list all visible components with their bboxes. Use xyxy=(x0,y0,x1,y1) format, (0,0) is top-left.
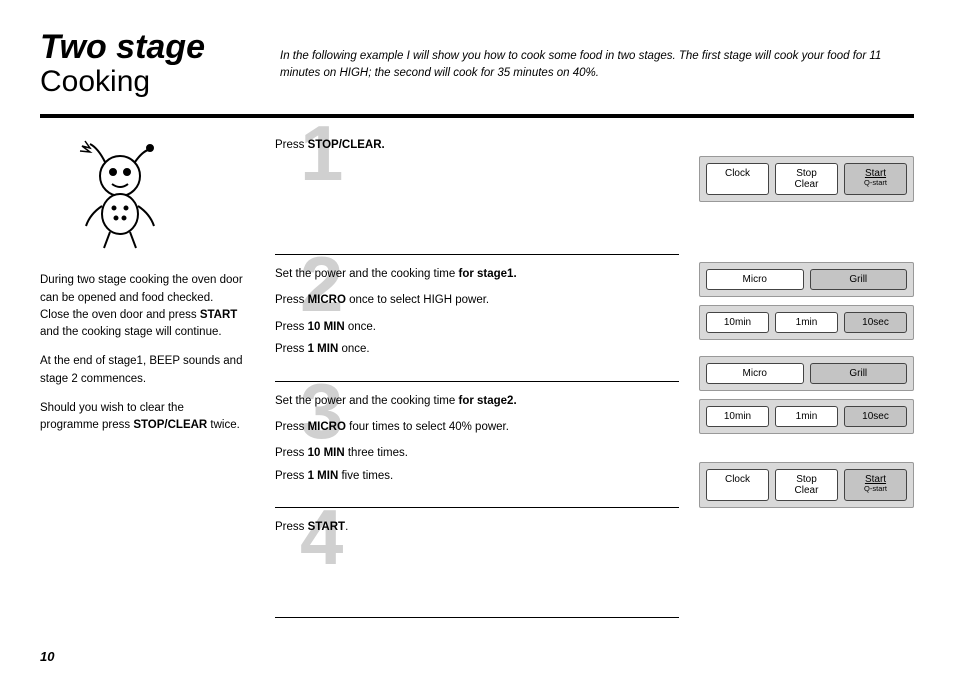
panel-step4: Clock StopClear StartQ-start xyxy=(699,462,914,508)
step-3: 3 Set the power and the cooking time for… xyxy=(275,381,679,508)
start-button[interactable]: StartQ-start xyxy=(844,163,907,195)
micro-button[interactable]: Micro xyxy=(706,363,804,384)
panel-step1: Clock StopClear StartQ-start xyxy=(699,156,914,202)
page-title: Two stage Cooking xyxy=(40,30,240,100)
bottom-rule xyxy=(275,617,679,618)
sidebar: During two stage cooking the oven door c… xyxy=(40,136,245,618)
mascot-icon xyxy=(60,136,180,256)
panel-step2: Micro Grill 10min 1min 10sec xyxy=(699,262,914,340)
panels-column: Clock StopClear StartQ-start Micro Grill… xyxy=(699,136,914,618)
header-rule xyxy=(40,114,914,118)
step-4: 4 Press START. xyxy=(275,507,679,567)
stop-clear-button[interactable]: StopClear xyxy=(775,469,838,501)
step-number: 4 xyxy=(300,498,343,576)
1min-button[interactable]: 1min xyxy=(775,312,838,333)
10min-button[interactable]: 10min xyxy=(706,406,769,427)
step-1: 1 Press STOP/CLEAR. xyxy=(275,136,679,196)
10sec-button[interactable]: 10sec xyxy=(844,312,907,333)
page-number: 10 xyxy=(40,649,54,664)
stop-clear-button[interactable]: StopClear xyxy=(775,163,838,195)
sidebar-p1: During two stage cooking the oven door c… xyxy=(40,272,245,341)
steps-column: 1 Press STOP/CLEAR. 2 Set the power and … xyxy=(275,136,679,618)
sidebar-p3: Should you wish to clear the programme p… xyxy=(40,400,245,435)
panel-step3: Micro Grill 10min 1min 10sec xyxy=(699,356,914,434)
clock-button[interactable]: Clock xyxy=(706,163,769,195)
grill-button[interactable]: Grill xyxy=(810,269,908,290)
intro-text: In the following example I will show you… xyxy=(280,30,914,83)
clock-button[interactable]: Clock xyxy=(706,469,769,501)
title-main: Two stage xyxy=(40,30,240,64)
10min-button[interactable]: 10min xyxy=(706,312,769,333)
micro-button[interactable]: Micro xyxy=(706,269,804,290)
start-button[interactable]: StartQ-start xyxy=(844,469,907,501)
title-sub: Cooking xyxy=(40,64,240,100)
10sec-button[interactable]: 10sec xyxy=(844,406,907,427)
grill-button[interactable]: Grill xyxy=(810,363,908,384)
sidebar-p2: At the end of stage1, BEEP sounds and st… xyxy=(40,353,245,388)
1min-button[interactable]: 1min xyxy=(775,406,838,427)
step-2: 2 Set the power and the cooking time for… xyxy=(275,254,679,381)
